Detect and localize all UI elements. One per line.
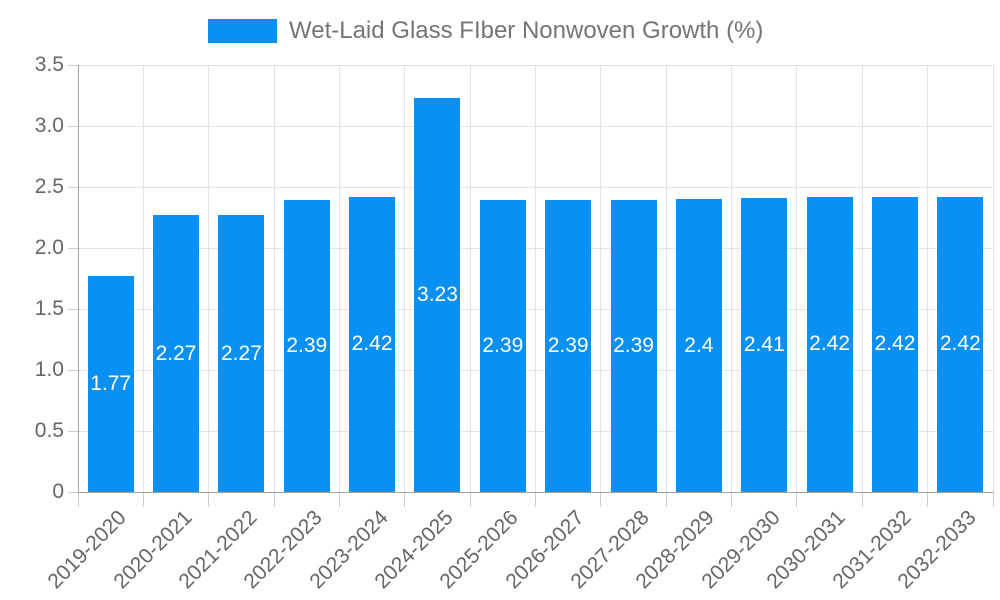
bar-value-label: 2.42 xyxy=(939,332,981,356)
y-tick-mark xyxy=(68,247,78,249)
legend[interactable]: Wet-Laid Glass FIber Nonwoven Growth (%) xyxy=(208,17,763,45)
v-gridline xyxy=(796,65,798,492)
x-tick-mark xyxy=(469,492,471,507)
x-tick-mark xyxy=(861,492,863,507)
bar[interactable] xyxy=(218,215,265,492)
x-tick-mark xyxy=(338,492,340,507)
y-tick-mark xyxy=(68,64,78,66)
v-gridline xyxy=(861,65,863,492)
v-gridline xyxy=(273,65,275,492)
y-tick-mark xyxy=(68,430,78,432)
bar[interactable] xyxy=(153,215,200,492)
bar[interactable] xyxy=(610,200,657,492)
bar[interactable] xyxy=(479,200,526,492)
x-tick-mark xyxy=(600,492,602,507)
bar[interactable] xyxy=(871,196,918,492)
bar-value-label: 2.42 xyxy=(351,332,393,356)
legend-label: Wet-Laid Glass FIber Nonwoven Growth (%) xyxy=(289,17,764,44)
bar-value-label: 2.42 xyxy=(809,332,851,356)
bar-value-label: 2.39 xyxy=(482,334,524,358)
y-tick-label: 1.5 xyxy=(34,297,64,320)
bar-value-label: 2.4 xyxy=(684,333,714,357)
bar-value-label: 2.39 xyxy=(547,334,589,358)
x-axis-line xyxy=(78,491,993,493)
v-gridline xyxy=(731,65,733,492)
y-axis-line xyxy=(77,65,79,492)
y-tick-mark xyxy=(68,125,78,127)
v-gridline xyxy=(404,65,406,492)
v-gridline xyxy=(469,65,471,492)
bar[interactable] xyxy=(87,276,134,492)
v-gridline xyxy=(600,65,602,492)
y-tick-label: 0.5 xyxy=(34,419,64,442)
bar[interactable] xyxy=(806,196,853,492)
x-tick-mark xyxy=(208,492,210,507)
v-gridline xyxy=(992,65,994,492)
x-tick-mark xyxy=(404,492,406,507)
bar-value-label: 2.42 xyxy=(874,332,916,356)
x-tick-mark xyxy=(927,492,929,507)
x-tick-mark xyxy=(273,492,275,507)
x-tick-mark xyxy=(796,492,798,507)
bar-value-label: 1.77 xyxy=(90,372,132,396)
y-tick-mark xyxy=(68,186,78,188)
v-gridline xyxy=(338,65,340,492)
bar-value-label: 3.23 xyxy=(417,282,458,306)
bar-value-label: 2.27 xyxy=(220,341,262,365)
bar[interactable] xyxy=(414,97,461,492)
x-tick-mark xyxy=(535,492,536,507)
bar[interactable] xyxy=(741,197,788,492)
y-tick-label: 3.0 xyxy=(34,114,64,137)
y-tick-mark xyxy=(68,491,78,493)
x-tick-mark xyxy=(77,492,79,507)
y-tick-mark xyxy=(68,308,78,310)
x-tick-mark xyxy=(731,492,733,507)
y-tick-label: 2.5 xyxy=(34,175,64,198)
bar[interactable] xyxy=(937,196,984,492)
v-gridline xyxy=(665,65,667,492)
bar-value-label: 2.39 xyxy=(286,334,328,358)
x-tick-mark xyxy=(142,492,144,507)
x-tick-mark xyxy=(665,492,667,507)
v-gridline xyxy=(927,65,929,492)
bar-value-label: 2.39 xyxy=(613,334,654,358)
y-tick-mark xyxy=(68,369,78,371)
x-tick-mark xyxy=(992,492,994,507)
bar-value-label: 2.41 xyxy=(743,332,785,356)
v-gridline xyxy=(535,65,536,492)
y-tick-label: 0 xyxy=(52,480,64,503)
bar-value-label: 2.27 xyxy=(155,341,197,365)
bar[interactable] xyxy=(545,200,592,492)
y-tick-label: 2.0 xyxy=(34,236,64,259)
bar[interactable] xyxy=(283,200,330,492)
v-gridline xyxy=(208,65,210,492)
legend-swatch-icon xyxy=(208,19,277,43)
bar[interactable] xyxy=(675,199,722,492)
y-tick-label: 1.0 xyxy=(34,358,64,381)
y-tick-label: 3.5 xyxy=(34,53,64,76)
bar[interactable] xyxy=(349,196,396,492)
v-gridline xyxy=(142,65,144,492)
